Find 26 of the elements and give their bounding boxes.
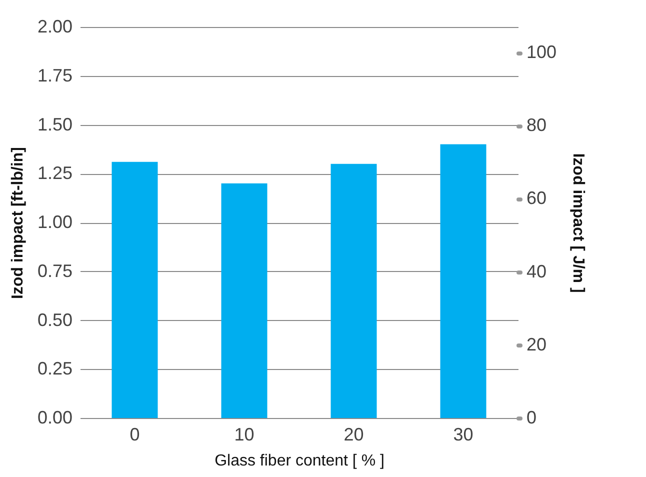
y-tick-label: 1.75 xyxy=(37,65,72,86)
x-tick-label: 0 xyxy=(130,424,140,444)
y-tick-label: 1.00 xyxy=(37,212,72,232)
y2-tick-label: 60 xyxy=(526,188,547,208)
bar xyxy=(440,144,486,418)
y-axis-title: Izod impact [ft-lb/in] xyxy=(9,147,26,299)
x-tick-label: 20 xyxy=(344,424,364,444)
x-tick-label: 30 xyxy=(453,424,474,444)
bar xyxy=(330,164,377,418)
y2-tick-label: 20 xyxy=(526,334,547,354)
y-tick-label: 0.50 xyxy=(37,310,72,330)
y-tick-label: 2.00 xyxy=(37,16,72,36)
x-tick-label: 10 xyxy=(234,424,254,444)
y-tick-label: 1.25 xyxy=(37,163,72,184)
y-tick-label: 0.25 xyxy=(37,358,72,379)
y-tick-label: 0.75 xyxy=(37,260,72,281)
y2-tick-label: 0 xyxy=(526,408,537,428)
y-tick-label: 0.00 xyxy=(37,408,72,428)
y2-tick-label: 80 xyxy=(526,115,547,136)
y-tick-label: 1.50 xyxy=(37,114,72,134)
bar xyxy=(221,183,268,418)
y2-tick-label: 100 xyxy=(526,42,557,62)
y2-tick-label: 40 xyxy=(526,261,547,282)
bar xyxy=(112,162,158,418)
y2-axis-title: Izod impact [ J/m ] xyxy=(570,153,587,293)
x-axis-title: Glass fiber content [ % ] xyxy=(214,452,384,470)
